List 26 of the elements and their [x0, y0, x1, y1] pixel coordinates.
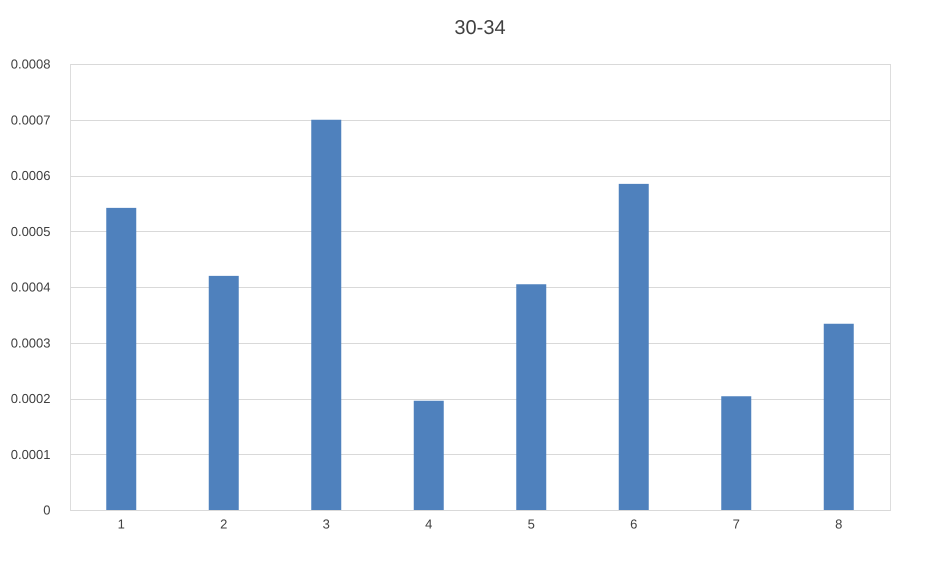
bar [414, 400, 444, 510]
x-tick-label: 7 [732, 516, 740, 532]
x-tick-label: 4 [425, 516, 432, 532]
bar [311, 120, 342, 510]
y-tick-label: 0.0008 [10, 56, 50, 72]
x-tick-label: 6 [630, 516, 638, 532]
x-tick-label: 3 [322, 516, 330, 532]
x-tick-label: 5 [528, 516, 535, 532]
y-tick-label: 0 [43, 502, 50, 518]
y-tick-label: 0.0005 [10, 224, 50, 239]
bar [516, 284, 546, 510]
y-tick-label: 0.0004 [10, 280, 50, 294]
chart-title: 30-34 [454, 17, 506, 39]
bar [824, 324, 854, 510]
x-tick-label: 1 [118, 516, 125, 532]
y-tick-label: 0.0003 [10, 335, 50, 350]
x-tick-label: 2 [220, 516, 228, 532]
bar [106, 208, 136, 510]
y-tick-label: 0.0002 [10, 391, 50, 406]
y-tick-label: 0.0001 [10, 446, 50, 462]
x-tick-label: 8 [835, 516, 842, 532]
y-tick-label: 0.0006 [10, 168, 50, 183]
bar [618, 184, 649, 510]
bar [208, 276, 239, 510]
y-tick-label: 0.0007 [10, 112, 50, 128]
bar [721, 396, 752, 510]
